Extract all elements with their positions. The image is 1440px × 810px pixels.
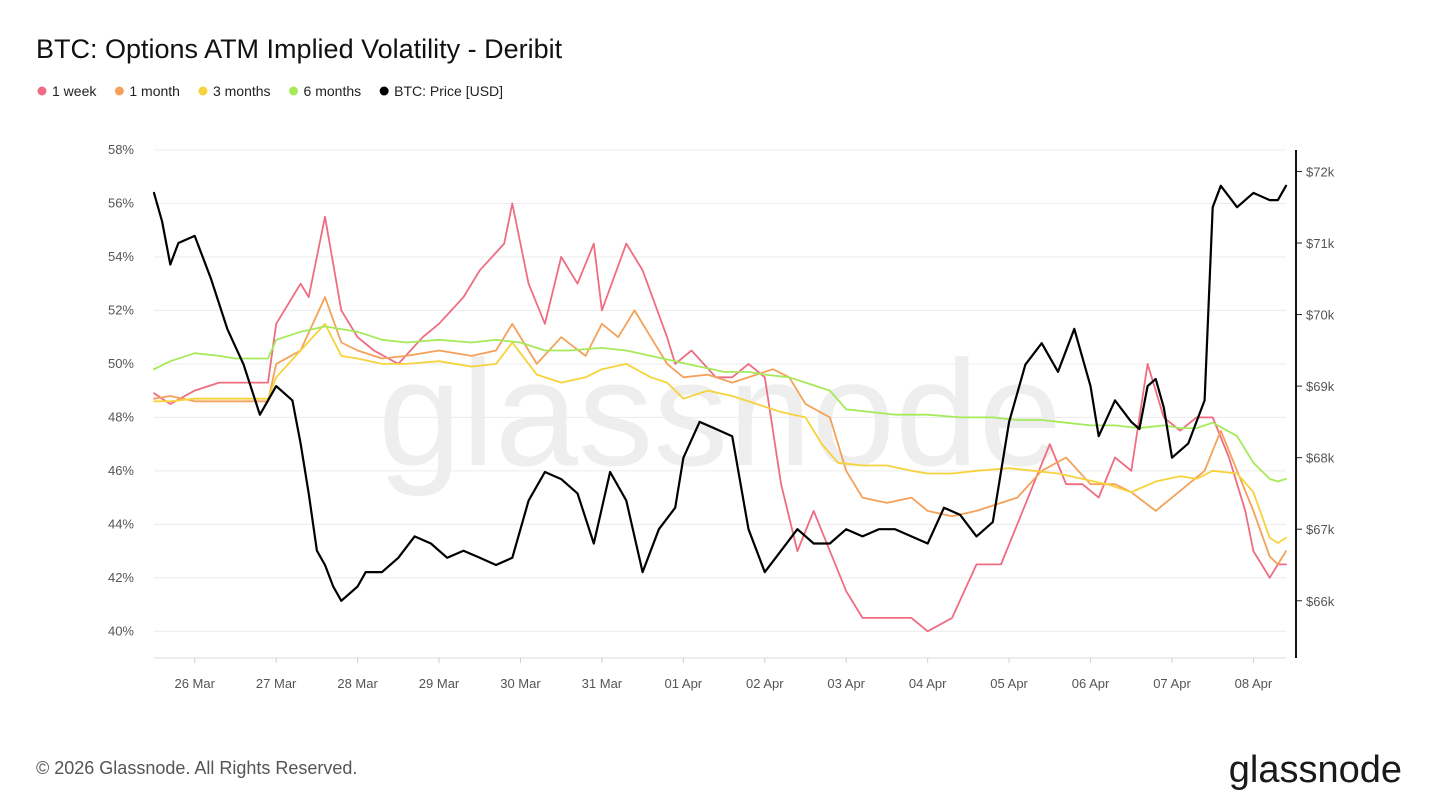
x-tick-label: 29 Mar [419, 676, 460, 691]
y-right-tick-label: $70k [1306, 308, 1335, 323]
chart-title: BTC: Options ATM Implied Volatility - De… [36, 34, 563, 64]
x-tick-label: 07 Apr [1153, 676, 1191, 691]
y-left-tick-label: 46% [108, 463, 134, 478]
legend-marker-0 [37, 86, 47, 96]
legend-marker-2 [198, 86, 208, 96]
axes: 40% 42% 44% 46% 48% 50% 52% 54% 56% 58% $66k $67k $6… [108, 142, 1335, 691]
y-right-tick-label: $72k [1306, 164, 1335, 179]
y-left-tick-label: 42% [108, 570, 134, 585]
y-right-tick-label: $68k [1306, 451, 1335, 466]
y-left-tick-label: 50% [108, 356, 134, 371]
legend: 1 week 1 month 3 months 6 months BTC: Price … [37, 83, 503, 99]
x-tick-label: 08 Apr [1235, 676, 1273, 691]
legend-marker-4 [379, 86, 389, 96]
plot-lines [152, 184, 1288, 633]
legend-marker-1 [114, 86, 124, 96]
x-tick-label: 01 Apr [665, 676, 703, 691]
legend-label-1: 1 month [129, 83, 180, 99]
legend-label-0: 1 week [52, 83, 97, 99]
y-left-tick-label: 54% [108, 249, 134, 264]
copyright-text: © 2026 Glassnode. All Rights Reserved. [36, 758, 357, 778]
y-left-tick-label: 56% [108, 195, 134, 210]
x-tick-label: 06 Apr [1072, 676, 1110, 691]
x-tick-label: 26 Mar [174, 676, 215, 691]
brand-logo-text: glassnode [1229, 749, 1402, 791]
series-line-3 [153, 325, 1287, 483]
y-left-tick-label: 52% [108, 302, 134, 317]
series-line-2 [153, 322, 1287, 544]
y-right-tick-label: $66k [1306, 594, 1335, 609]
y-right-tick-label: $69k [1306, 379, 1335, 394]
legend-label-3: 6 months [304, 83, 362, 99]
y-left-tick-label: 44% [108, 516, 134, 531]
y-left-tick-label: 40% [108, 623, 134, 638]
x-tick-label: 27 Mar [256, 676, 297, 691]
x-tick-label: 30 Mar [500, 676, 541, 691]
x-tick-label: 05 Apr [990, 676, 1028, 691]
legend-marker-3 [289, 86, 299, 96]
series-line-4 [152, 184, 1288, 602]
y-left-tick-label: 48% [108, 409, 134, 424]
legend-label-2: 3 months [213, 83, 271, 99]
x-tick-label: 04 Apr [909, 676, 947, 691]
legend-label-4: BTC: Price [USD] [394, 83, 503, 99]
grid-lines [154, 149, 1286, 632]
x-tick-label: 02 Apr [746, 676, 784, 691]
x-tick-label: 03 Apr [827, 676, 865, 691]
y-right-tick-label: $67k [1306, 522, 1335, 537]
y-right-tick-label: $71k [1306, 236, 1335, 251]
y-left-tick-label: 58% [108, 142, 134, 157]
series-line-1 [153, 296, 1287, 566]
x-tick-label: 31 Mar [582, 676, 623, 691]
series-line-0 [153, 202, 1287, 633]
x-tick-label: 28 Mar [337, 676, 378, 691]
watermark-text: glassnode [378, 329, 1062, 497]
